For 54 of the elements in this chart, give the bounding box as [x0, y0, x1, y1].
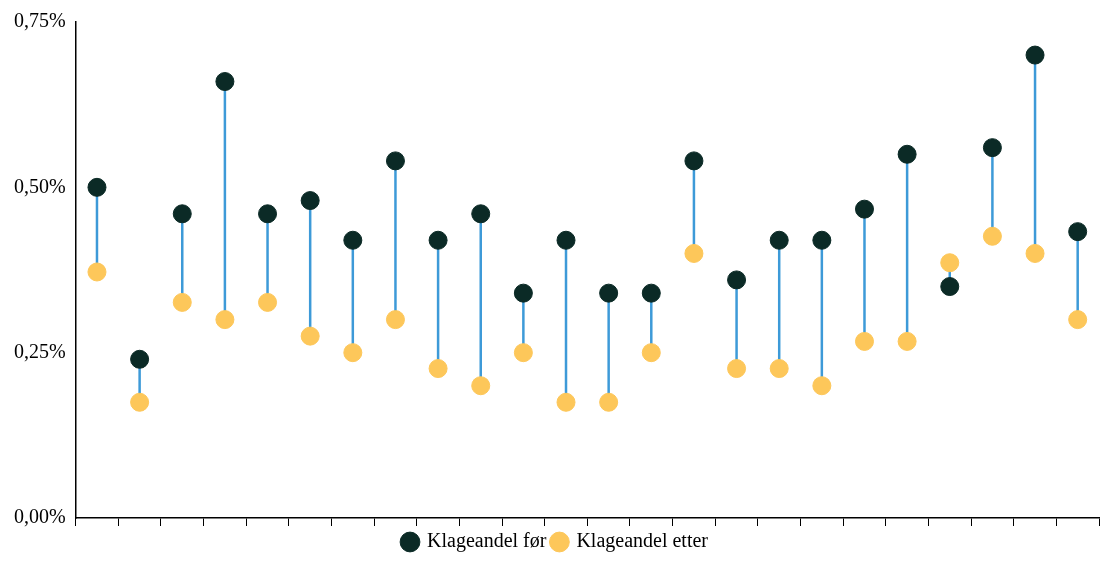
- y-tick-label: 0,25%: [13, 339, 66, 362]
- point: [343, 230, 363, 250]
- point: [854, 199, 874, 219]
- legend-label: Klageandel før: [427, 529, 547, 553]
- point: [130, 392, 150, 412]
- point: [982, 226, 1002, 246]
- point: [258, 204, 278, 224]
- point: [385, 310, 405, 330]
- point: [727, 270, 747, 290]
- point: [556, 392, 576, 412]
- point: [812, 376, 832, 396]
- point: [172, 292, 192, 312]
- point: [556, 230, 576, 250]
- point: [897, 331, 917, 351]
- point: [513, 283, 533, 303]
- point: [471, 376, 491, 396]
- point: [684, 243, 704, 263]
- point: [428, 230, 448, 250]
- point: [87, 177, 107, 197]
- point: [215, 72, 235, 92]
- y-tick-label: 0,50%: [13, 174, 66, 197]
- y-tick-label: 0,00%: [13, 505, 66, 528]
- point: [172, 204, 192, 224]
- point: [1025, 45, 1045, 65]
- point: [769, 230, 789, 250]
- point: [982, 138, 1002, 158]
- point: [897, 144, 917, 164]
- point: [727, 359, 747, 379]
- legend-label: Klageandel etter: [576, 529, 709, 553]
- point: [343, 343, 363, 363]
- point: [599, 392, 619, 412]
- y-tick-label: 0,75%: [13, 9, 66, 32]
- point: [130, 349, 150, 369]
- point: [854, 331, 874, 351]
- point: [769, 359, 789, 379]
- point: [428, 359, 448, 379]
- point: [599, 283, 619, 303]
- point: [812, 230, 832, 250]
- point: [215, 310, 235, 330]
- point: [300, 191, 320, 211]
- point: [940, 253, 960, 273]
- point: [87, 262, 107, 282]
- point: [940, 277, 960, 297]
- point: [1068, 310, 1088, 330]
- point: [513, 343, 533, 363]
- point: [641, 343, 661, 363]
- point: [1068, 222, 1088, 242]
- point: [385, 151, 405, 171]
- point: [641, 283, 661, 303]
- point: [1025, 243, 1045, 263]
- point: [471, 204, 491, 224]
- point: [258, 292, 278, 312]
- point: [684, 151, 704, 171]
- point: [300, 326, 320, 346]
